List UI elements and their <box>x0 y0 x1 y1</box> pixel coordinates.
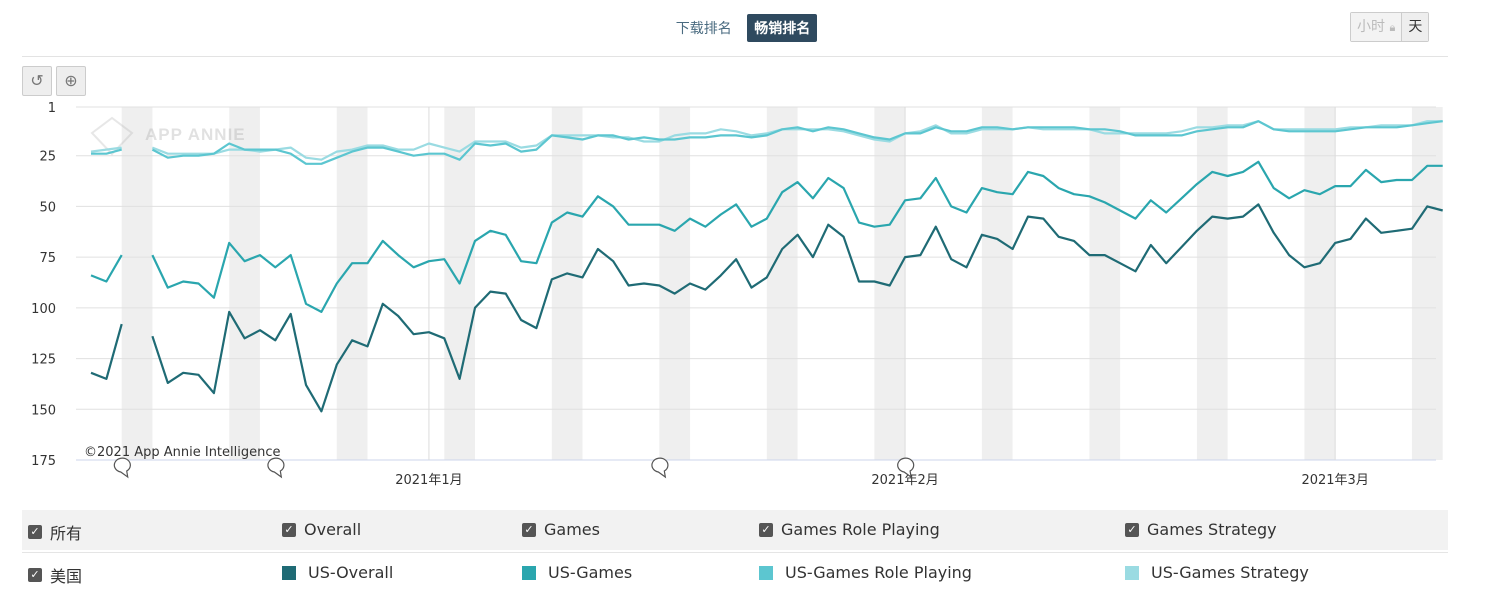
y-tick-label: 25 <box>39 150 56 165</box>
annotation-bubble-icon <box>897 457 915 479</box>
weekend-band <box>336 107 368 460</box>
reset-zoom-button[interactable]: ↺ <box>22 66 52 96</box>
annotation-bubble-icon <box>651 457 669 479</box>
watermark-text: APP ANNIE <box>145 125 246 144</box>
y-tick-label: 150 <box>31 403 56 418</box>
legend-country[interactable]: ✓ 美国 <box>28 563 82 587</box>
copyright-text: ©2021 App Annie Intelligence <box>84 445 281 460</box>
weekend-band <box>1196 107 1228 460</box>
y-tick-label: 50 <box>39 200 56 215</box>
legend-all[interactable]: ✓ 所有 <box>28 520 82 544</box>
app-annie-logo-icon <box>90 116 134 156</box>
weekend-band <box>229 107 260 460</box>
tab-downloads[interactable]: 下载排名 <box>675 21 732 37</box>
watermark: APP ANNIE <box>90 116 246 156</box>
annotation-markers <box>113 457 915 479</box>
zoom-icon: ⊕ <box>64 71 78 90</box>
checkbox-checked-icon[interactable]: ✓ <box>759 522 773 537</box>
y-tick-label: 175 <box>31 454 56 469</box>
weekend-band <box>981 107 1013 460</box>
legend-all-label: 所有 <box>50 524 83 543</box>
weekend-band <box>1411 107 1443 460</box>
legend-rpg[interactable]: ✓ Games Role Playing <box>759 520 940 539</box>
x-tick-label: 2021年3月 <box>1301 473 1368 488</box>
weekend-band <box>551 107 583 460</box>
legend-games[interactable]: ✓ Games <box>522 520 600 539</box>
weekend-band <box>121 107 153 460</box>
legend-strategy-label: Games Strategy <box>1147 520 1277 539</box>
weekend-bands <box>121 107 1443 460</box>
y-tick-label: 100 <box>31 302 56 317</box>
legend-games-label: Games <box>544 520 600 539</box>
series-color-swatch <box>1125 565 1139 580</box>
granularity-toggle: 小时 🔒︎ 天 <box>1350 12 1430 42</box>
reset-icon: ↺ <box>30 71 44 90</box>
legend-series-strategy-label: US-Games Strategy <box>1151 563 1309 582</box>
legend-series-overall[interactable]: US-Overall <box>282 563 393 582</box>
y-tick-label: 1 <box>48 101 56 116</box>
weekend-band <box>1304 107 1336 460</box>
weekend-band <box>766 107 798 460</box>
granularity-day-button[interactable]: 天 <box>1401 13 1429 41</box>
rank-type-tabs: 下载排名 畅销排名 <box>0 14 1486 42</box>
checkbox-checked-icon[interactable]: ✓ <box>28 525 42 539</box>
checkbox-checked-icon[interactable]: ✓ <box>282 522 296 537</box>
granularity-hour-label: 小时 <box>1357 19 1385 35</box>
series-line-us-games <box>90 160 1443 313</box>
y-tick-label: 75 <box>39 251 56 266</box>
lock-icon: 🔒︎ <box>1389 21 1396 34</box>
weekend-band <box>659 107 691 460</box>
granularity-hour-button[interactable]: 小时 🔒︎ <box>1351 13 1402 41</box>
legend-series-rpg-label: US-Games Role Playing <box>785 563 972 582</box>
series-color-swatch <box>522 565 536 580</box>
zoom-button[interactable]: ⊕ <box>56 66 86 96</box>
legend-overall[interactable]: ✓ Overall <box>282 520 361 539</box>
x-axis-labels: 2021年1月 2021年2月 2021年3月 <box>395 473 1369 488</box>
checkbox-checked-icon[interactable]: ✓ <box>522 522 536 537</box>
divider <box>22 56 1448 57</box>
checkbox-checked-icon[interactable]: ✓ <box>28 568 42 582</box>
series-color-swatch <box>759 565 773 580</box>
legend-series-row: ✓ 美国 US-Overall US-Games US-Games Role Pl… <box>22 552 1448 593</box>
legend-rpg-label: Games Role Playing <box>781 520 940 539</box>
checkbox-checked-icon[interactable]: ✓ <box>1125 522 1139 537</box>
legend-series-strategy[interactable]: US-Games Strategy <box>1125 563 1309 582</box>
legend-country-label: 美国 <box>50 567 83 586</box>
legend-header-row: ✓ 所有 ✓ Overall ✓ Games ✓ Games Role Playing … <box>22 510 1448 550</box>
annotation-bubble-icon <box>113 457 131 479</box>
series-color-swatch <box>282 565 296 580</box>
legend-series-rpg[interactable]: US-Games Role Playing <box>759 563 972 582</box>
series-line-us-games-role-playing <box>91 120 1443 165</box>
series-line-us-overall <box>90 203 1443 413</box>
x-tick-label: 2021年2月 <box>871 473 938 488</box>
legend-overall-label: Overall <box>304 520 362 539</box>
series-line-us-games-strategy <box>90 120 1443 161</box>
series-lines <box>90 120 1443 413</box>
legend-series-games[interactable]: US-Games <box>522 563 632 582</box>
x-tick-label: 2021年1月 <box>395 473 462 488</box>
legend-series-games-label: US-Games <box>548 563 633 582</box>
legend-strategy[interactable]: ✓ Games Strategy <box>1125 520 1277 539</box>
legend-series-overall-label: US-Overall <box>308 563 394 582</box>
grid-lines <box>76 106 1436 461</box>
tab-grossing[interactable]: 畅销排名 <box>747 14 818 42</box>
annotation-bubble-icon <box>267 457 285 479</box>
y-tick-label: 125 <box>31 353 56 368</box>
weekend-band <box>1089 107 1121 460</box>
